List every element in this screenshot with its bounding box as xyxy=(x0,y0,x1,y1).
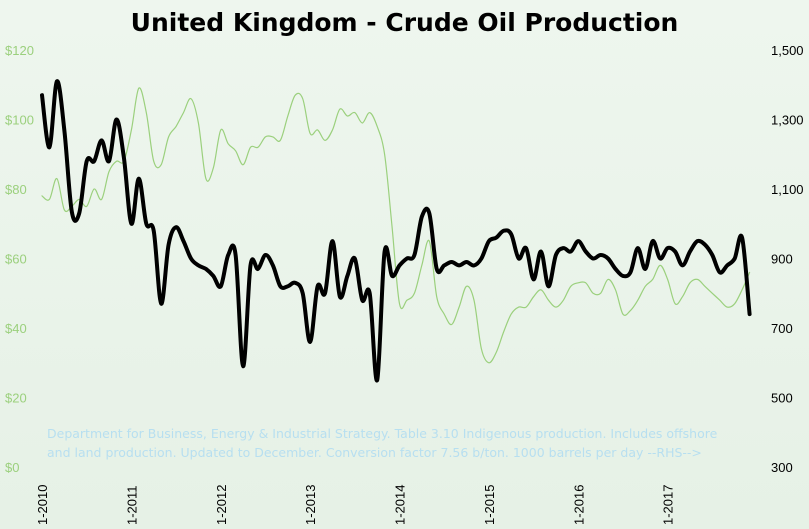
x-axis-tick-label: 1-2010 xyxy=(35,485,50,525)
right-axis-tick-label: 700 xyxy=(771,321,793,336)
x-axis-tick-label: 1-2012 xyxy=(214,485,229,525)
left-axis-tick-label: $100 xyxy=(5,113,34,128)
source-annotation: Department for Business, Energy & Indust… xyxy=(47,424,747,462)
right-axis-tick-label: 1,100 xyxy=(771,182,804,197)
x-axis-tick-label: 1-2014 xyxy=(393,485,408,525)
left-axis-tick-label: $80 xyxy=(5,182,27,197)
annotation-line-2: and land production. Updated to December… xyxy=(47,445,702,460)
left-axis-tick-label: $0 xyxy=(5,460,19,475)
x-axis-tick-label: 1-2015 xyxy=(482,485,497,525)
annotation-line-1: Department for Business, Energy & Indust… xyxy=(47,426,718,441)
right-axis-tick-label: 1,300 xyxy=(771,113,804,128)
left-axis-tick-label: $60 xyxy=(5,252,27,267)
x-axis-tick-label: 1-2011 xyxy=(124,485,139,525)
left-axis-tick-label: $120 xyxy=(5,43,34,58)
right-axis-tick-label: 500 xyxy=(771,391,793,406)
x-axis-tick-label: 1-2016 xyxy=(571,485,586,525)
oil-production-line xyxy=(40,79,752,383)
right-axis-tick-label: 900 xyxy=(771,252,793,267)
left-axis-tick-label: $20 xyxy=(5,391,27,406)
oil-price-line xyxy=(41,87,751,364)
right-axis-tick-label: 1,500 xyxy=(771,43,804,58)
right-axis-tick-label: 300 xyxy=(771,460,793,475)
x-axis-tick-label: 1-2017 xyxy=(661,485,676,525)
chart-title: United Kingdom - Crude Oil Production xyxy=(130,8,679,37)
x-axis-tick-label: 1-2013 xyxy=(303,485,318,525)
left-axis-tick-label: $40 xyxy=(5,321,27,336)
